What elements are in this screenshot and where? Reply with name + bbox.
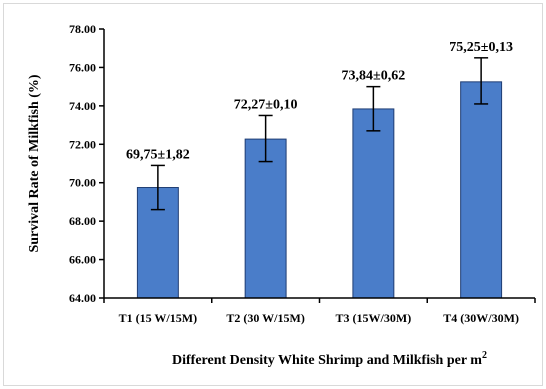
x-axis-title-text: Different Density White Shrimp and Milkf… <box>172 353 482 368</box>
error-bars <box>150 57 489 211</box>
bar <box>460 81 503 299</box>
x-category-label: T3 (15W/30M) <box>336 311 412 325</box>
bars <box>136 81 503 299</box>
data-label: 69,75±1,82 <box>126 147 190 162</box>
x-axis-title: Different Density White Shrimp and Milkf… <box>172 350 487 368</box>
x-category-label: T2 (30 W/15M) <box>226 311 304 325</box>
chart-frame <box>3 3 543 386</box>
y-tick-label: 70.00 <box>69 176 96 190</box>
data-label: 75,25±0,13 <box>449 40 513 55</box>
y-tick-label: 68.00 <box>69 214 96 228</box>
y-axis-ticks: 64.00 66.00 68.00 70.00 72.00 74.00 76.00 78.00 <box>69 22 104 305</box>
y-tick-label: 66.00 <box>69 253 96 267</box>
y-tick-label: 76.00 <box>69 60 96 74</box>
bar <box>352 108 395 299</box>
data-label: 73,84±0,62 <box>342 69 406 84</box>
x-category-label: T1 (15 W/15M) <box>119 311 197 325</box>
x-axis-title-superscript: 2 <box>482 350 487 361</box>
x-category-label: T4 (30W/30M) <box>443 311 519 325</box>
y-tick-label: 78.00 <box>69 22 96 36</box>
x-axis-categories: T1 (15 W/15M) T2 (30 W/15M) T3 (15W/30M) T4… <box>103 298 536 325</box>
bar <box>244 138 287 299</box>
y-tick-label: 74.00 <box>69 99 96 113</box>
y-axis-title: Survival Rate of Milkfish (%) <box>27 74 42 252</box>
data-label: 72,27±0,10 <box>234 97 298 112</box>
y-tick-label: 72.00 <box>69 137 96 151</box>
data-labels: 69,75±1,82 72,27±0,10 73,84±0,62 75,25±0,13 <box>126 40 513 163</box>
y-tick-label: 64.00 <box>69 291 96 305</box>
